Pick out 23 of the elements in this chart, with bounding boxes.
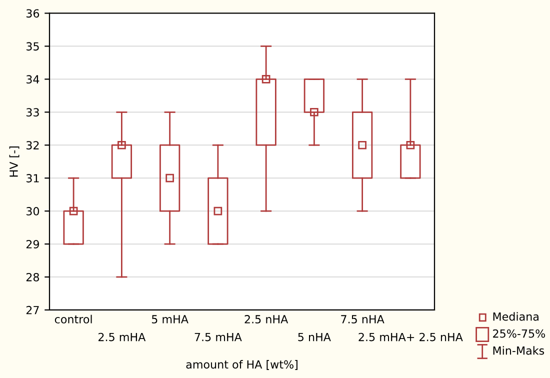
x-tick-label: 5 nHA	[298, 332, 331, 342]
x-tick-label: 2.5 mHA	[98, 332, 146, 342]
y-tick-label: 32	[26, 141, 39, 150]
y-tick-label: 35	[26, 42, 39, 51]
y-tick-label: 29	[26, 240, 39, 248]
y-tick-label: 31	[26, 174, 39, 182]
y-axis-title: HV [-]	[9, 146, 20, 177]
x-tick-label: 2.5 mHA+ 2.5 nHA	[358, 332, 463, 342]
y-tick-label: 30	[26, 207, 40, 216]
x-tick-label: 7.5 mHA	[194, 332, 242, 342]
x-tick-label: 2.5 nHA	[244, 315, 288, 324]
text: 25%-75%	[493, 329, 546, 338]
text: Mediana	[493, 312, 538, 321]
x-axis-title: amount of HA [wt%]	[186, 360, 298, 370]
text: Min-Maks	[493, 346, 544, 355]
y-tick-label: 28	[26, 272, 40, 282]
x-tick-label: 5 mHA	[152, 315, 188, 324]
y-tick-label: 34	[26, 75, 40, 84]
y-tick-label: 27	[26, 306, 39, 314]
x-tick-label: 7.5 nHA	[341, 315, 384, 324]
y-tick-label: 33	[26, 108, 39, 117]
x-tick-label: control	[54, 314, 92, 324]
y-tick-label: 36	[26, 9, 40, 18]
